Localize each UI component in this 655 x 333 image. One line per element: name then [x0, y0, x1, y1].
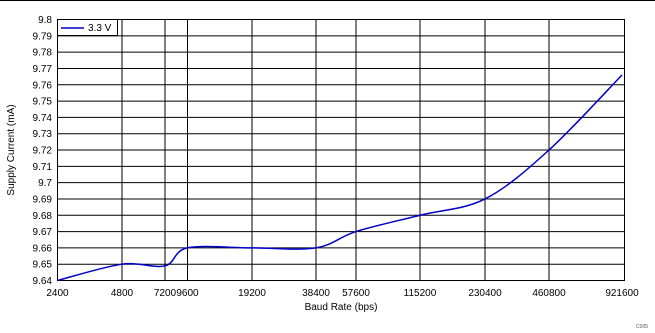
series-line: [57, 74, 623, 282]
legend-label: 3.3 V: [88, 23, 112, 34]
y-tick-label: 9.8: [38, 15, 52, 26]
y-tick-label: 9.76: [33, 80, 53, 91]
top-rule: [0, 0, 655, 1]
y-tick-label: 9.79: [33, 31, 53, 42]
x-tick-label: 57600: [342, 288, 370, 299]
y-tick-label: 9.65: [33, 260, 53, 271]
y-tick-label: 9.71: [33, 162, 53, 173]
x-tick-label: 230400: [468, 288, 502, 299]
x-axis-label: Baud Rate (bps): [305, 302, 378, 313]
x-axis: 2400 4800 7200 9600 19200 38400 57600 115200 230…: [46, 288, 639, 299]
x-tick-label: 38400: [302, 288, 330, 299]
y-tick-label: 9.72: [33, 146, 53, 157]
y-tick-label: 9.68: [33, 211, 53, 222]
y-tick-label: 9.75: [33, 97, 53, 108]
x-tick-label: 2400: [46, 288, 69, 299]
figure-code: C005: [636, 324, 648, 330]
x-tick-label: 921600: [605, 288, 639, 299]
series-layer: [57, 74, 623, 282]
y-tick-label: 9.64: [33, 276, 53, 287]
y-tick-label: 9.69: [33, 194, 53, 205]
legend: 3.3 V: [57, 19, 118, 36]
grid: [57, 19, 625, 281]
y-tick-label: 9.77: [33, 64, 53, 75]
x-tick-label: 9600: [176, 288, 199, 299]
plot-frame: [57, 19, 625, 281]
legend-box: [57, 19, 118, 36]
y-tick-label: 9.7: [38, 178, 52, 189]
y-tick-label: 9.78: [33, 48, 53, 59]
x-tick-label: 7200: [154, 288, 177, 299]
x-tick-label: 115200: [404, 288, 437, 299]
x-tick-label: 4800: [111, 288, 134, 299]
y-tick-label: 9.66: [33, 243, 53, 254]
y-tick-label: 9.67: [33, 227, 53, 238]
y-tick-label: 9.74: [33, 113, 53, 124]
x-tick-label: 460800: [532, 288, 566, 299]
y-axis-label: Supply Current (mA): [6, 104, 17, 195]
x-tick-label: 19200: [238, 288, 266, 299]
y-tick-label: 9.73: [33, 129, 53, 140]
y-axis: 9.64 9.65 9.66 9.67 9.68 9.69 9.7 9.71 9.72 9.73 9…: [33, 15, 53, 287]
